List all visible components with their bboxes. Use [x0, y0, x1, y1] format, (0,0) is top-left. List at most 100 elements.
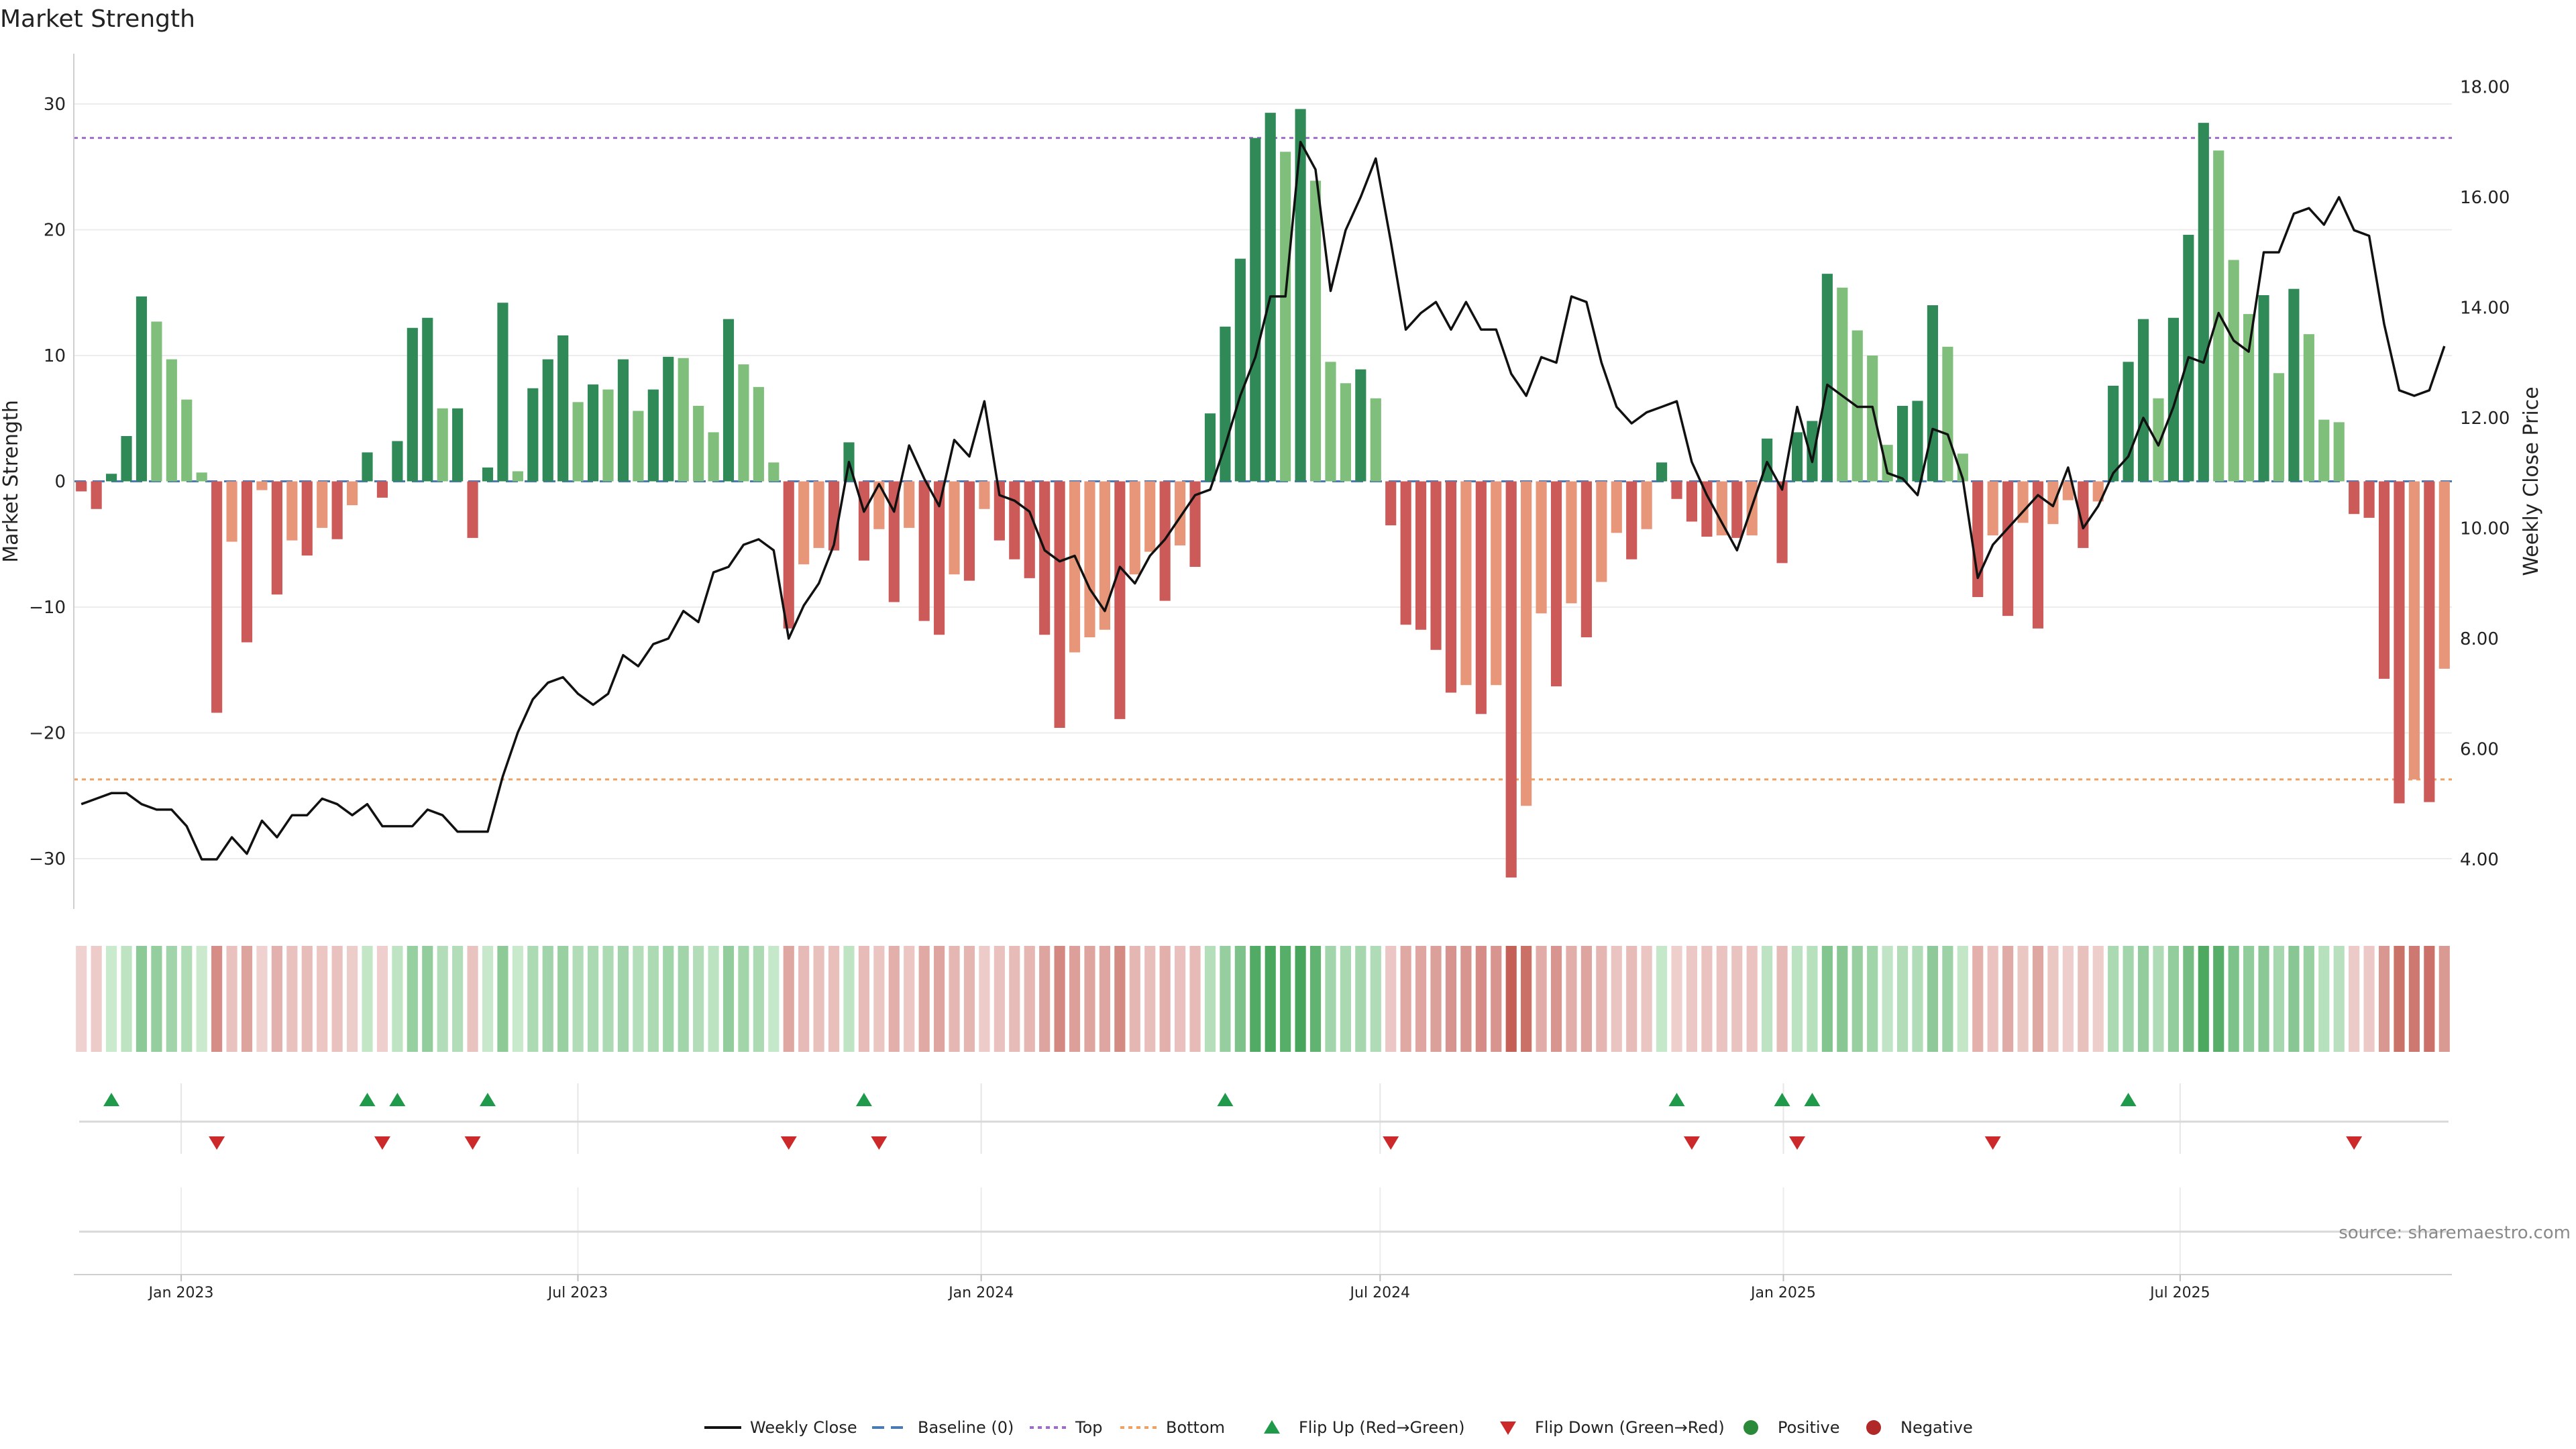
strength-bar [2349, 481, 2360, 515]
legend-symbol [1264, 1420, 1280, 1434]
heat-cell [437, 946, 448, 1052]
heat-cell [121, 946, 132, 1052]
right-tick-label: 12.00 [2460, 409, 2510, 429]
flip-up-marker [2120, 1093, 2137, 1106]
heat-cell [1987, 946, 1998, 1052]
heat-cell [1175, 946, 1186, 1052]
strength-bar [2092, 481, 2104, 502]
strength-bar [2243, 314, 2255, 482]
strength-bar [2438, 481, 2450, 669]
flip-down-marker [1984, 1136, 2001, 1150]
flip-up-marker [103, 1093, 120, 1106]
heat-cell [1129, 946, 1140, 1052]
flip-up-marker [1217, 1093, 1234, 1106]
legend-label: Baseline (0) [918, 1418, 1014, 1437]
strength-bar [768, 462, 780, 482]
heat-cell [512, 946, 523, 1052]
heat-cell [376, 946, 388, 1052]
heat-cell [106, 946, 117, 1052]
strength-bar [1084, 481, 1095, 637]
chart-title: Market Strength [0, 5, 195, 33]
strength-bar [918, 481, 930, 621]
strength-bar [1234, 258, 1246, 482]
strength-bar [1596, 481, 1607, 582]
heat-cell [753, 946, 764, 1052]
strength-bar [1566, 481, 1577, 604]
strength-bar [181, 399, 193, 482]
strength-bar [241, 481, 253, 643]
strength-bar [151, 321, 162, 482]
strength-bar [693, 406, 704, 482]
heat-cell [2078, 946, 2089, 1052]
strength-bar [2047, 481, 2059, 525]
heat-cell [2153, 946, 2164, 1052]
strength-bar [708, 432, 719, 482]
left-tick-label: 20 [44, 221, 66, 241]
heat-cell [347, 946, 358, 1052]
left-tick-label: −20 [29, 724, 66, 744]
strength-bar [1957, 453, 1968, 482]
heat-cell [979, 946, 990, 1052]
strength-bar [166, 359, 177, 482]
heat-cell [1791, 946, 1803, 1052]
strength-bar [678, 358, 689, 482]
heat-cell [2213, 946, 2224, 1052]
heat-cell [2394, 946, 2405, 1052]
heat-cell [317, 946, 328, 1052]
date-tick-label: Jul 2025 [2149, 1285, 2210, 1301]
heat-cell [1370, 946, 1381, 1052]
heat-cell [1009, 946, 1020, 1052]
heat-cell [888, 946, 900, 1052]
strength-bar [1280, 152, 1291, 482]
heat-cell [1430, 946, 1442, 1052]
strength-bar [1054, 481, 1065, 728]
strength-bar [1189, 481, 1201, 567]
strength-bar [1641, 481, 1652, 529]
heat-cell [1731, 946, 1743, 1052]
strength-bar [1250, 138, 1261, 482]
strength-bar [106, 474, 117, 482]
heat-cell [1144, 946, 1156, 1052]
heat-cell [226, 946, 237, 1052]
heat-cell [1536, 946, 1547, 1052]
date-tick-label: Jan 2025 [1750, 1285, 1816, 1301]
heat-cell [1882, 946, 1893, 1052]
heat-cell [918, 946, 930, 1052]
strength-bar [1220, 326, 1231, 482]
strength-bar [1821, 274, 1833, 482]
heat-cell [1716, 946, 1727, 1052]
strength-bar [1611, 481, 1622, 533]
heat-cell [1550, 946, 1562, 1052]
heat-cell [527, 946, 539, 1052]
strength-bar [422, 317, 433, 482]
heat-cell [1325, 946, 1336, 1052]
strength-bar [2078, 481, 2089, 548]
strength-bar [497, 303, 508, 482]
strength-bar [2333, 422, 2345, 482]
heat-cell [497, 946, 508, 1052]
strength-bar [798, 481, 810, 565]
heat-cell [1611, 946, 1622, 1052]
legend-symbol [1866, 1420, 1881, 1435]
strength-bar [1626, 481, 1638, 559]
strength-bar [1385, 481, 1397, 526]
heat-cell [2002, 946, 2014, 1052]
left-tick-label: 10 [44, 346, 66, 366]
heat-cell [1746, 946, 1758, 1052]
flip-down-marker [780, 1136, 797, 1150]
heat-cell [1069, 946, 1081, 1052]
heat-cell [828, 946, 840, 1052]
strength-bar [949, 481, 960, 575]
right-tick-label: 10.00 [2460, 519, 2510, 539]
heat-cell [798, 946, 810, 1052]
strength-bar [2108, 386, 2119, 482]
heat-cell [1415, 946, 1427, 1052]
heat-cell [1355, 946, 1366, 1052]
heat-cell [91, 946, 102, 1052]
strength-bar [1972, 481, 1984, 597]
legend-label: Flip Down (Green→Red) [1535, 1418, 1725, 1437]
heat-cell [904, 946, 915, 1052]
strength-heat-strip [76, 946, 2450, 1052]
strength-bar [1445, 481, 1457, 693]
heat-cell [1521, 946, 1532, 1052]
